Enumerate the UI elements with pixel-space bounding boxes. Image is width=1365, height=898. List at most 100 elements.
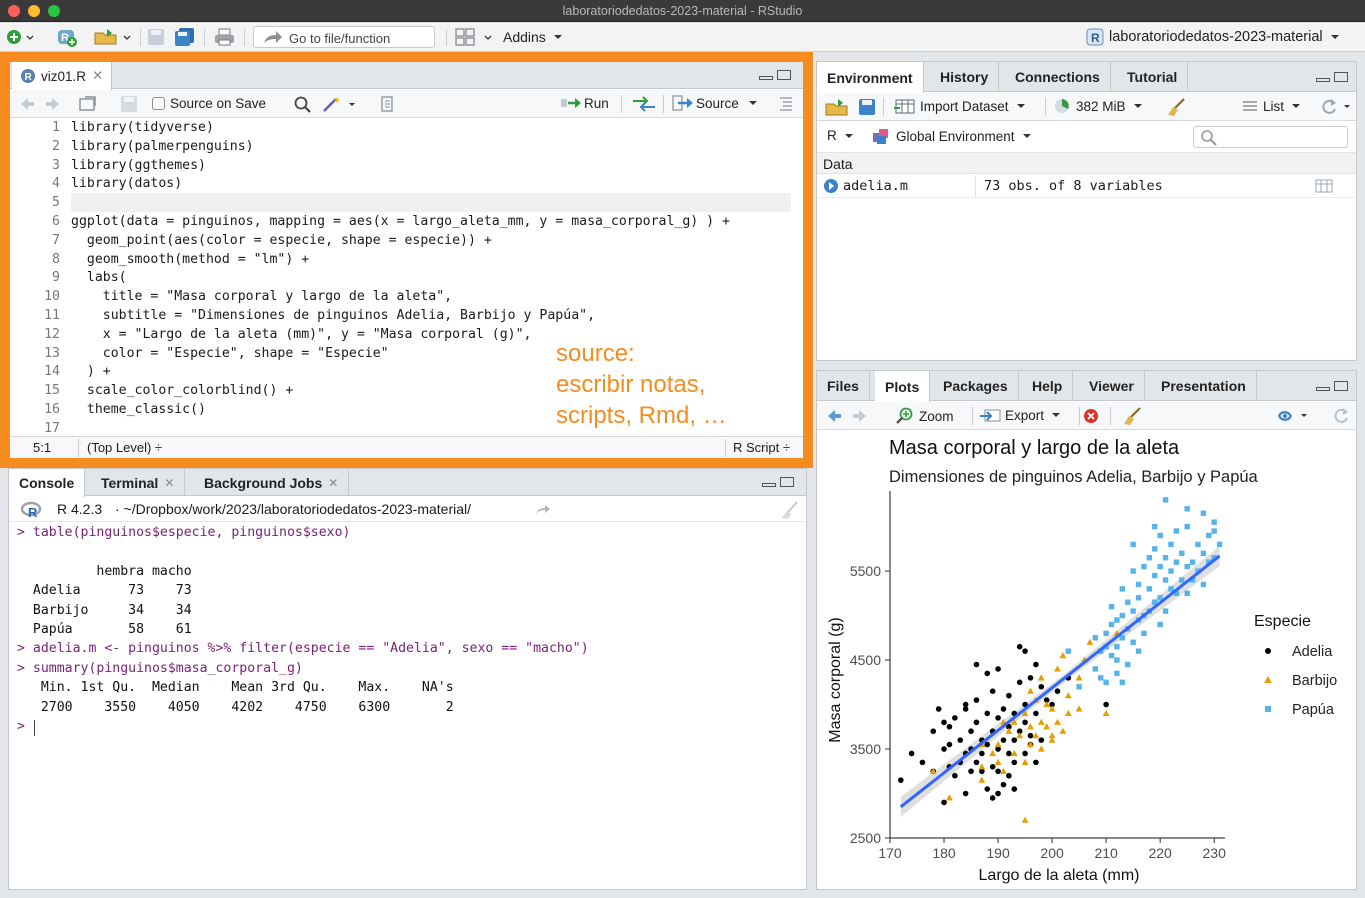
- addins-menu[interactable]: Addins: [503, 27, 566, 47]
- plots-minmax[interactable]: [1316, 381, 1352, 395]
- data-point: [978, 776, 986, 783]
- file-type-selector[interactable]: R Script ÷: [733, 440, 790, 455]
- tab-history[interactable]: History: [930, 62, 1000, 92]
- tab-packages[interactable]: Packages: [933, 371, 1019, 401]
- run-button[interactable]: Run: [560, 95, 609, 111]
- tab-tutorial[interactable]: Tutorial: [1117, 62, 1189, 92]
- console-minmax[interactable]: [762, 477, 798, 491]
- new-project-button[interactable]: R: [55, 27, 79, 47]
- y-tick-label: 2500: [850, 830, 881, 846]
- minimize-window-button[interactable]: [28, 5, 40, 17]
- language-selector[interactable]: R: [827, 128, 857, 143]
- tab-presentation[interactable]: Presentation: [1151, 371, 1257, 401]
- tab-background-jobs[interactable]: Background Jobs ✕: [194, 469, 350, 496]
- import-dataset-button[interactable]: Import Dataset: [893, 98, 1029, 114]
- zoom-button[interactable]: Zoom: [895, 407, 954, 425]
- data-point: [962, 701, 969, 708]
- back-forward-icon[interactable]: [825, 407, 869, 425]
- export-button[interactable]: Export: [979, 407, 1064, 423]
- print-button[interactable]: [214, 27, 236, 47]
- source-button[interactable]: Source: [672, 95, 761, 111]
- close-tab-icon[interactable]: ✕: [164, 475, 175, 490]
- line-number: 1: [52, 120, 60, 135]
- svg-text:R: R: [1091, 31, 1100, 45]
- remove-plot-icon[interactable]: [1082, 407, 1100, 425]
- svg-text:R: R: [25, 72, 33, 83]
- source-on-save-checkbox[interactable]: Source on Save: [152, 96, 266, 111]
- data-point: [995, 715, 1001, 721]
- view-table-icon[interactable]: [1314, 178, 1334, 194]
- source-minmax[interactable]: [759, 70, 795, 84]
- data-point: [1048, 705, 1056, 712]
- data-point: [952, 715, 958, 721]
- save-all-button[interactable]: [174, 27, 196, 47]
- goto-file-input[interactable]: Go to file/function: [253, 26, 435, 48]
- data-point: [1027, 723, 1034, 730]
- expand-circle-icon[interactable]: [823, 178, 839, 194]
- clear-plots-broom-icon[interactable]: [1121, 406, 1143, 426]
- code-tools-wand-icon[interactable]: [322, 95, 358, 113]
- console-command: > adelia.m <- pinguinos %>% filter(espec…: [17, 641, 589, 657]
- project-menu[interactable]: R laboratoriodedatos-2023-material: [1085, 27, 1343, 47]
- data-point: [1146, 555, 1153, 561]
- go-to-directory-icon[interactable]: [535, 503, 551, 517]
- tab-terminal[interactable]: Terminal ✕: [91, 469, 186, 496]
- save-button[interactable]: [146, 27, 166, 47]
- memory-usage-button[interactable]: 382 MiB: [1054, 98, 1146, 114]
- scope-selector[interactable]: (Top Level) ÷: [87, 440, 163, 455]
- list-view-selector[interactable]: List: [1241, 98, 1304, 114]
- tab-help[interactable]: Help: [1022, 371, 1074, 401]
- current-line-highlight: [71, 193, 791, 212]
- chart-title: Masa corporal y largo de la aleta: [889, 437, 1180, 459]
- open-file-button[interactable]: [94, 27, 134, 47]
- environment-selector[interactable]: Global Environment: [871, 127, 1035, 145]
- close-tab-icon[interactable]: ✕: [92, 68, 104, 83]
- clear-console-broom-icon[interactable]: [779, 500, 801, 520]
- console-output-line: Barbijo 34 34: [17, 602, 192, 618]
- data-point: [1054, 665, 1061, 672]
- tab-connections[interactable]: Connections: [1005, 62, 1111, 92]
- data-point: [1130, 639, 1136, 645]
- tab-environment[interactable]: Environment: [817, 62, 924, 93]
- legend-key: [1265, 648, 1271, 654]
- data-point: [1179, 550, 1185, 556]
- console-output-line: hembra macho: [17, 563, 192, 579]
- tab-viz01[interactable]: R viz01.R ✕: [12, 62, 113, 90]
- rerun-icon[interactable]: [631, 96, 657, 112]
- outline-menu-icon[interactable]: [778, 95, 794, 111]
- save-icon[interactable]: [120, 95, 138, 113]
- close-tab-icon[interactable]: ✕: [328, 475, 339, 490]
- console-pane: Console Terminal ✕ Background Jobs ✕ R R 4…: [8, 468, 807, 890]
- tab-console[interactable]: Console: [9, 469, 86, 497]
- legend-label: Adelia: [1292, 644, 1333, 660]
- save-workspace-icon[interactable]: [858, 98, 876, 116]
- show-in-window-icon[interactable]: [78, 95, 98, 113]
- console-output[interactable]: > table(pinguinos$especie, pinguinos$sex…: [9, 523, 806, 889]
- code-editor[interactable]: 1 library(tidyverse) 2 library(palmerpengui…: [10, 118, 803, 438]
- refresh-icon[interactable]: [1331, 406, 1351, 426]
- new-file-button[interactable]: [5, 27, 35, 47]
- tab-files[interactable]: Files: [817, 371, 870, 401]
- data-point: [1211, 519, 1217, 525]
- legend-title: Especie: [1254, 613, 1311, 630]
- zoom-window-button[interactable]: [48, 5, 60, 17]
- search-icon[interactable]: [293, 95, 313, 113]
- compile-report-icon[interactable]: [380, 95, 394, 113]
- environment-minmax[interactable]: [1316, 72, 1352, 86]
- refresh-icon[interactable]: [1319, 97, 1353, 117]
- clear-objects-broom-icon[interactable]: [1165, 97, 1187, 117]
- data-point: [1108, 603, 1115, 610]
- tab-plots[interactable]: Plots: [875, 371, 931, 402]
- environment-row[interactable]: adelia.m 73 obs. of 8 variables: [817, 175, 1356, 198]
- data-point: [1043, 723, 1051, 730]
- r-project-icon: R: [1086, 28, 1104, 46]
- publish-icon[interactable]: [1275, 406, 1315, 426]
- back-forward-icon[interactable]: [18, 95, 62, 113]
- console-output-line: Adelia 73 73: [17, 583, 192, 599]
- load-workspace-icon[interactable]: [825, 98, 851, 116]
- environment-search-input[interactable]: [1193, 126, 1348, 148]
- data-point: [1027, 740, 1034, 748]
- pane-layout-button[interactable]: [455, 27, 493, 47]
- tab-viewer[interactable]: Viewer: [1079, 371, 1145, 401]
- close-window-button[interactable]: [8, 5, 20, 17]
